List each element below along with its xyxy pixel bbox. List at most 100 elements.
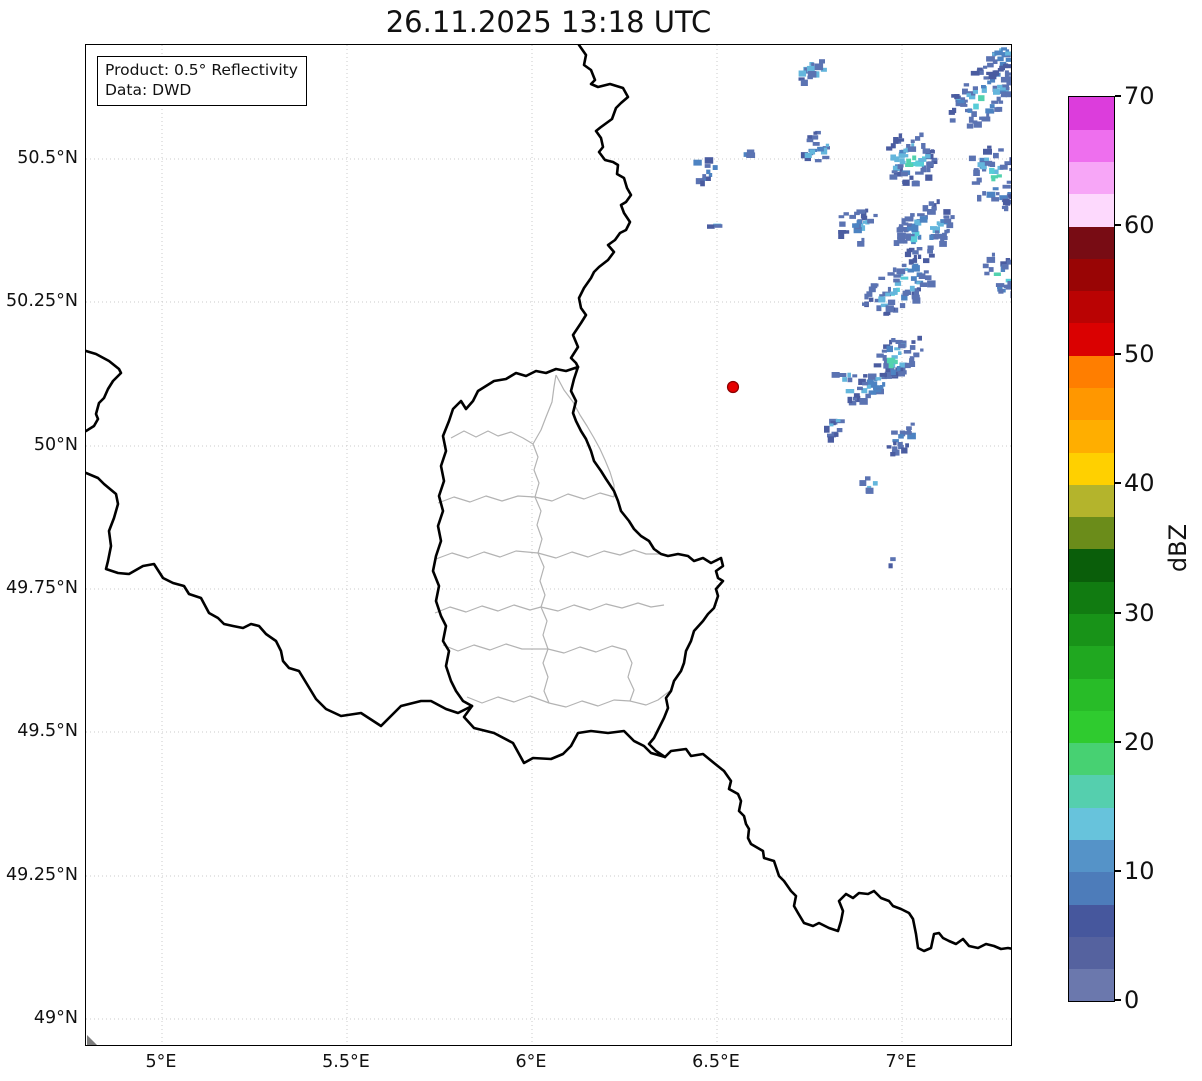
echo-cell xyxy=(868,373,877,380)
echo-cell xyxy=(825,143,830,147)
echo-cell xyxy=(892,267,897,273)
echo-cell xyxy=(928,253,935,258)
colorbar-segment xyxy=(1069,549,1114,582)
echo-cell xyxy=(898,444,904,450)
echo-cell xyxy=(804,152,812,158)
echo-cell xyxy=(962,88,968,95)
echo-cell xyxy=(1005,278,1011,283)
echo-cell xyxy=(909,345,916,350)
echo-cell xyxy=(806,138,814,143)
echo-cell xyxy=(1010,66,1011,71)
country-border-luxembourg xyxy=(431,365,725,765)
echo-cell xyxy=(1001,47,1007,51)
echo-cell xyxy=(994,50,1003,56)
canton-border xyxy=(625,649,635,702)
echo-cell xyxy=(884,371,891,379)
x-tick-label: 6°E xyxy=(515,1052,547,1072)
echo-cell xyxy=(993,152,999,159)
colorbar-segment xyxy=(1069,904,1114,937)
echo-cell xyxy=(911,180,920,187)
echo-cell xyxy=(916,287,921,292)
colorbar-segment xyxy=(1069,613,1114,647)
echo-cell xyxy=(944,229,949,234)
echo-cell xyxy=(897,165,902,170)
echo-cell xyxy=(899,149,906,154)
colorbar-segment xyxy=(1069,323,1114,356)
echo-cell xyxy=(855,395,861,402)
echo-cell xyxy=(858,378,866,385)
echo-cell xyxy=(915,136,921,141)
echo-cell xyxy=(746,152,756,158)
echo-cell xyxy=(1005,91,1011,98)
echo-cell xyxy=(883,358,890,364)
echo-cell xyxy=(882,355,887,361)
colorbar-tick-label: 0 xyxy=(1124,986,1140,1014)
echo-cell xyxy=(999,164,1008,170)
echo-cell xyxy=(843,230,850,234)
echo-cell xyxy=(859,398,868,405)
echo-cell xyxy=(998,148,1004,152)
echo-cell xyxy=(931,159,938,164)
echo-cell xyxy=(809,149,816,155)
echo-cell xyxy=(904,362,911,369)
echo-cell xyxy=(940,219,948,225)
colorbar-tick-label: 60 xyxy=(1124,211,1155,240)
echo-cell xyxy=(899,430,906,437)
echo-cell xyxy=(700,180,705,187)
echo-cell xyxy=(695,178,705,185)
echo-cell xyxy=(829,423,834,427)
echo-cell xyxy=(989,161,996,167)
echo-cell xyxy=(905,443,909,448)
echo-cell xyxy=(911,294,920,300)
echo-cell xyxy=(708,173,713,177)
echo-cell xyxy=(999,195,1009,201)
echo-cell xyxy=(925,154,931,159)
echo-cell xyxy=(843,212,849,216)
echo-cell xyxy=(1005,284,1011,290)
echo-cell xyxy=(883,363,890,369)
echo-cell xyxy=(885,305,894,312)
echo-cell xyxy=(903,228,909,233)
echo-cell xyxy=(903,350,912,354)
echo-cell xyxy=(929,149,935,154)
echo-cell xyxy=(1004,206,1009,212)
echo-cell xyxy=(972,86,978,91)
echo-cell xyxy=(704,157,714,164)
colorbar-tick xyxy=(1115,353,1121,356)
colorbar-segment xyxy=(1069,839,1114,873)
echo-cell xyxy=(926,161,934,167)
echo-cell xyxy=(912,250,919,255)
echo-cell xyxy=(911,162,919,167)
echo-cell xyxy=(897,138,905,142)
echo-cell xyxy=(998,289,1004,294)
echo-cell xyxy=(996,96,1001,102)
echo-cell xyxy=(990,77,996,83)
echo-cell xyxy=(909,356,915,363)
echo-cell xyxy=(865,476,871,481)
echo-cell xyxy=(994,71,999,75)
echo-cell xyxy=(873,385,880,390)
echo-cell xyxy=(885,368,891,373)
echo-cell xyxy=(838,230,846,234)
echo-cell xyxy=(894,156,900,163)
echo-cell xyxy=(890,452,896,457)
echo-cell xyxy=(813,131,818,135)
echo-cell xyxy=(704,164,711,168)
echo-cell xyxy=(916,281,921,285)
echo-cell xyxy=(853,227,862,234)
echo-cell xyxy=(1003,64,1011,69)
echo-cell xyxy=(800,152,808,159)
echo-cell xyxy=(872,481,878,486)
echo-cell xyxy=(868,381,878,388)
echo-cell xyxy=(981,116,991,122)
echo-cell xyxy=(889,174,898,180)
echo-cell xyxy=(918,273,926,279)
y-tick-label: 49°N xyxy=(33,1008,78,1028)
echo-cell xyxy=(910,213,915,217)
echo-cell xyxy=(919,216,928,223)
echo-cell xyxy=(988,267,994,272)
echo-cell xyxy=(899,158,905,162)
echo-cell xyxy=(976,177,982,183)
echo-cell xyxy=(886,445,892,449)
echo-cell xyxy=(898,434,904,439)
